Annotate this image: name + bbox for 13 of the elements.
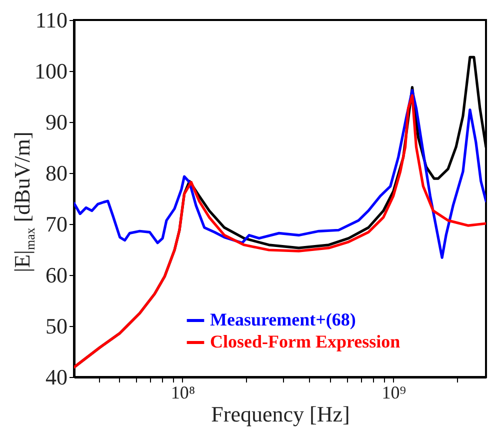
y-tick-label: 50 (46, 314, 68, 338)
y-tick-label: 110 (35, 8, 68, 32)
x-tick-label: 10⁹ (382, 382, 406, 402)
y-tick-label: 80 (46, 160, 68, 186)
y-tick-label: 70 (46, 212, 68, 236)
legend-label: Closed-Form Expression (210, 332, 400, 352)
x-axis-title: Frequency [Hz] (211, 402, 350, 426)
x-tick-label: 10⁸ (170, 382, 196, 402)
y-tick-label: 40 (46, 364, 68, 390)
legend-label: Measurement+(68) (210, 310, 356, 330)
y-tick-label: 60 (46, 262, 68, 288)
y-tick-label: 100 (34, 58, 68, 84)
y-tick-label: 90 (46, 110, 68, 134)
